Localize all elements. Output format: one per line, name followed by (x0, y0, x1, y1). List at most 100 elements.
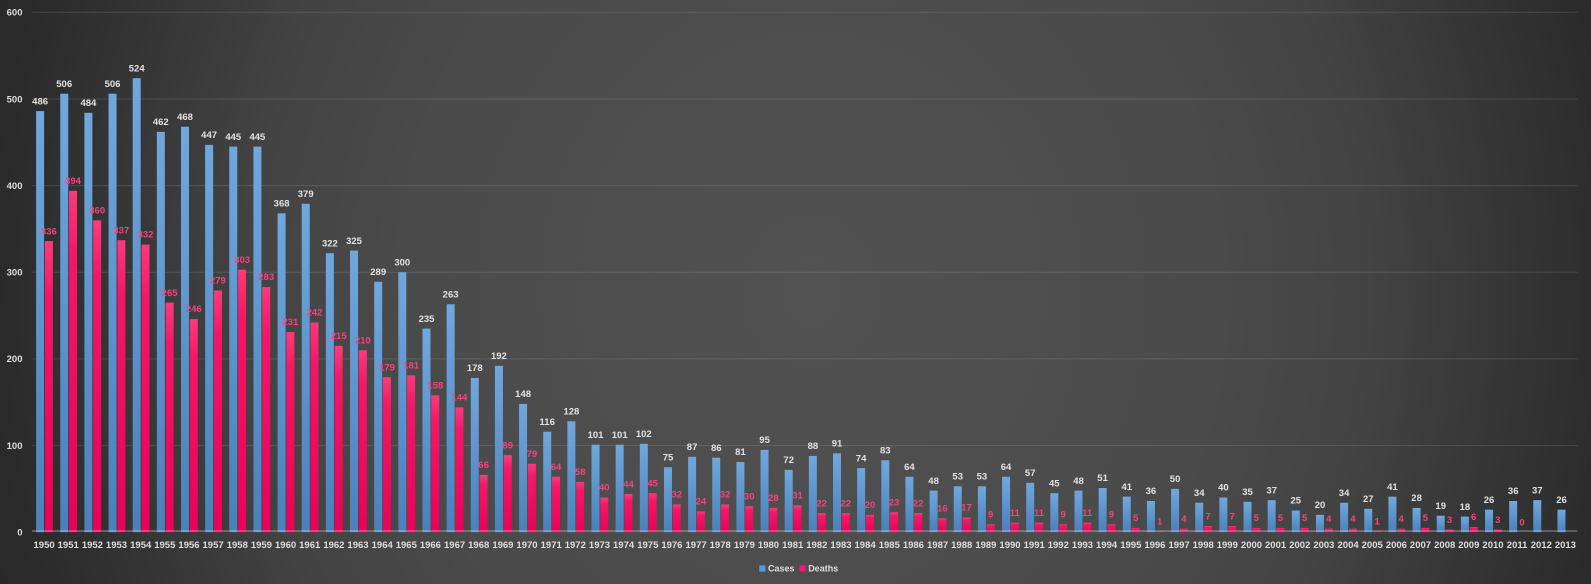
svg-text:1989: 1989 (975, 540, 996, 551)
svg-text:20: 20 (1315, 500, 1326, 511)
svg-text:22: 22 (841, 498, 852, 509)
svg-text:144: 144 (451, 393, 468, 404)
svg-text:22: 22 (913, 498, 924, 509)
svg-text:95: 95 (759, 435, 770, 446)
svg-text:5: 5 (1302, 513, 1308, 524)
svg-text:44: 44 (623, 479, 634, 490)
svg-text:64: 64 (551, 462, 562, 473)
svg-text:2001: 2001 (1265, 540, 1287, 551)
svg-text:50: 50 (1170, 474, 1181, 485)
svg-text:506: 506 (56, 79, 72, 90)
svg-text:32: 32 (672, 490, 683, 501)
svg-text:2005: 2005 (1362, 540, 1384, 551)
svg-text:4: 4 (1350, 514, 1356, 525)
svg-text:1984: 1984 (855, 540, 877, 551)
svg-text:128: 128 (563, 407, 579, 418)
svg-text:41: 41 (1387, 482, 1398, 493)
svg-text:4: 4 (1326, 514, 1332, 525)
svg-text:26: 26 (1484, 495, 1495, 506)
svg-text:1995: 1995 (1120, 540, 1142, 551)
svg-text:1954: 1954 (130, 540, 152, 551)
svg-text:462: 462 (153, 117, 169, 128)
svg-text:1998: 1998 (1193, 540, 1214, 551)
svg-text:468: 468 (177, 112, 193, 123)
svg-text:45: 45 (1049, 478, 1060, 489)
svg-text:17: 17 (961, 503, 972, 514)
svg-text:0: 0 (17, 528, 22, 539)
svg-text:6: 6 (1471, 512, 1476, 523)
svg-text:1974: 1974 (613, 540, 635, 551)
svg-text:1994: 1994 (1096, 540, 1118, 551)
svg-text:1978: 1978 (710, 540, 731, 551)
svg-text:1999: 1999 (1217, 540, 1238, 551)
svg-text:1964: 1964 (372, 540, 394, 551)
svg-text:20: 20 (865, 500, 876, 511)
svg-text:1991: 1991 (1024, 540, 1046, 551)
svg-text:2010: 2010 (1482, 540, 1503, 551)
svg-text:24: 24 (696, 497, 707, 508)
svg-text:88: 88 (808, 441, 819, 452)
svg-text:1990: 1990 (999, 540, 1020, 551)
svg-text:2009: 2009 (1458, 540, 1479, 551)
svg-text:2011: 2011 (1507, 540, 1528, 551)
svg-text:484: 484 (80, 98, 97, 109)
svg-text:102: 102 (636, 429, 652, 440)
svg-text:178: 178 (467, 363, 483, 374)
svg-text:1963: 1963 (347, 540, 368, 551)
svg-text:30: 30 (744, 491, 755, 502)
svg-text:57: 57 (1025, 468, 1036, 479)
svg-text:1962: 1962 (323, 540, 344, 551)
svg-text:79: 79 (527, 449, 538, 460)
svg-text:100: 100 (7, 441, 23, 452)
svg-text:379: 379 (298, 189, 314, 200)
svg-text:1971: 1971 (541, 540, 563, 551)
svg-text:486: 486 (32, 96, 48, 107)
svg-text:48: 48 (1073, 476, 1084, 487)
svg-text:1975: 1975 (637, 540, 659, 551)
svg-text:1953: 1953 (106, 540, 127, 551)
svg-text:101: 101 (588, 430, 605, 441)
svg-text:283: 283 (258, 272, 274, 283)
svg-text:279: 279 (210, 276, 226, 287)
svg-text:86: 86 (711, 443, 722, 454)
svg-text:Deaths: Deaths (808, 563, 838, 573)
svg-text:506: 506 (105, 79, 121, 90)
svg-text:2007: 2007 (1410, 540, 1431, 551)
svg-text:394: 394 (65, 176, 82, 187)
svg-text:3: 3 (1447, 515, 1452, 526)
svg-text:89: 89 (502, 440, 513, 451)
svg-text:1970: 1970 (516, 540, 537, 551)
svg-text:231: 231 (282, 317, 299, 328)
svg-text:36: 36 (1146, 486, 1157, 497)
svg-text:1967: 1967 (444, 540, 465, 551)
svg-text:5: 5 (1133, 513, 1139, 524)
svg-text:1: 1 (1157, 517, 1163, 528)
svg-text:23: 23 (889, 498, 900, 509)
svg-text:325: 325 (346, 236, 363, 247)
svg-text:2008: 2008 (1434, 540, 1455, 551)
svg-text:48: 48 (928, 476, 939, 487)
svg-text:9: 9 (1060, 510, 1065, 521)
svg-text:447: 447 (201, 130, 217, 141)
svg-text:1968: 1968 (468, 540, 489, 551)
svg-text:368: 368 (274, 199, 290, 210)
svg-text:1957: 1957 (203, 540, 224, 551)
svg-text:28: 28 (768, 493, 779, 504)
svg-text:Cases: Cases (768, 563, 795, 573)
svg-text:116: 116 (540, 417, 555, 428)
svg-text:336: 336 (41, 226, 57, 237)
svg-text:1981: 1981 (782, 540, 804, 551)
svg-text:32: 32 (720, 490, 731, 501)
svg-text:66: 66 (478, 460, 489, 471)
svg-text:7: 7 (1230, 511, 1235, 522)
svg-text:181: 181 (403, 361, 420, 372)
svg-text:5: 5 (1254, 513, 1260, 524)
svg-text:87: 87 (687, 442, 698, 453)
svg-text:1976: 1976 (661, 540, 682, 551)
svg-text:2006: 2006 (1386, 540, 1407, 551)
svg-text:31: 31 (792, 491, 803, 502)
svg-text:41: 41 (1122, 482, 1133, 493)
svg-text:1987: 1987 (927, 540, 948, 551)
svg-text:53: 53 (952, 472, 963, 483)
svg-text:289: 289 (370, 267, 386, 278)
